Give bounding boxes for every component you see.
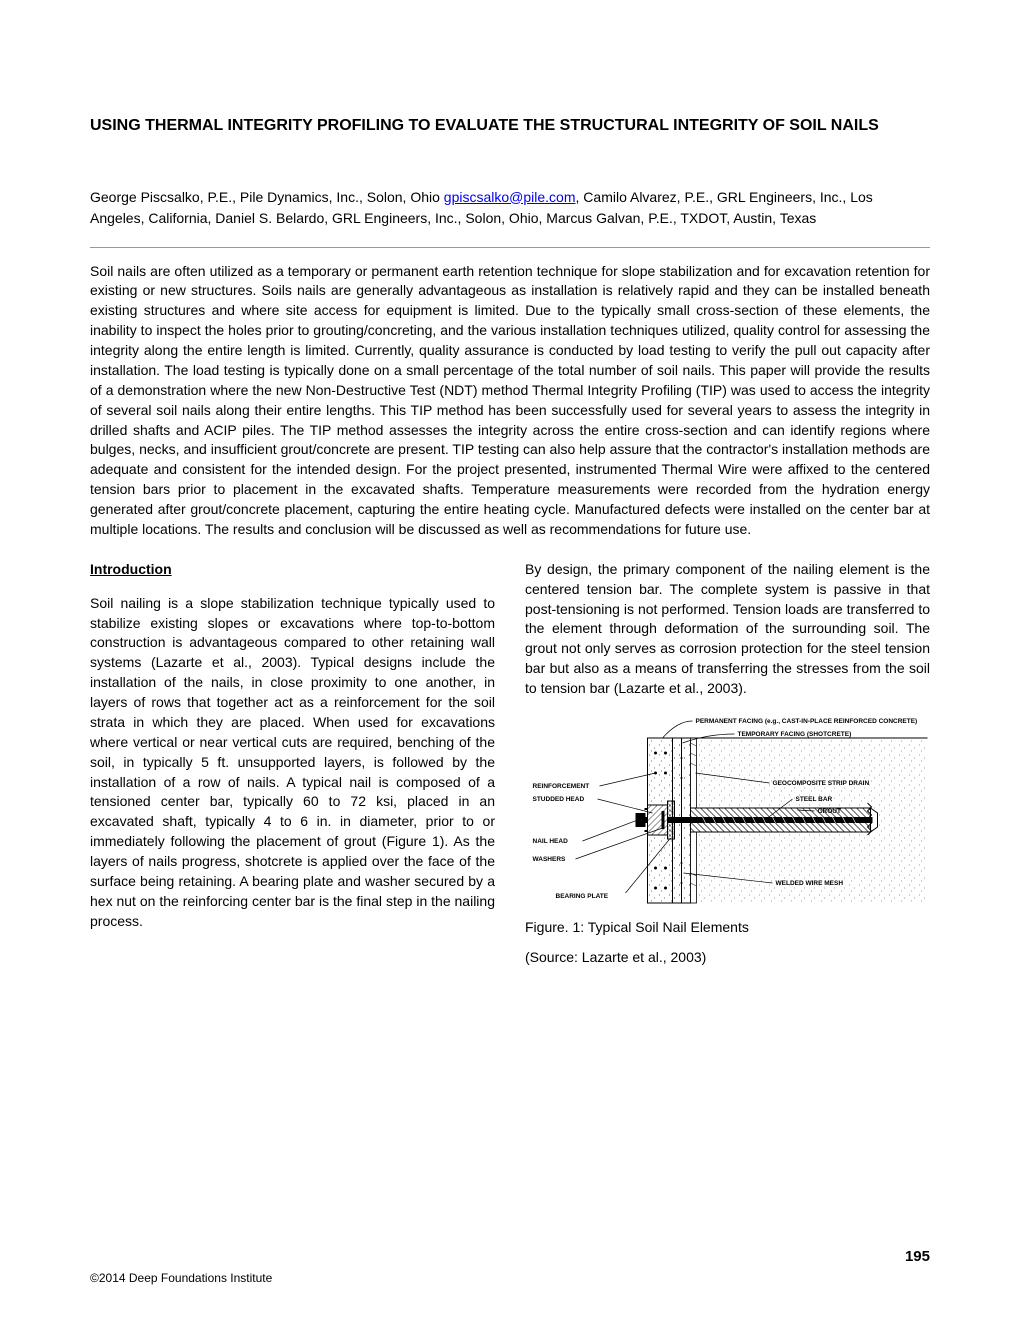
page-title: USING THERMAL INTEGRITY PROFILING TO EVA…: [90, 115, 930, 137]
abstract-text: Soil nails are often utilized as a tempo…: [90, 262, 930, 540]
label-studded-head: STUDDED HEAD: [533, 796, 585, 803]
figure-1-source: (Source: Lazarte et al., 2003): [525, 948, 930, 968]
label-bearing-plate: BEARING PLATE: [556, 893, 609, 900]
page-number: 195: [905, 1248, 930, 1265]
two-column-section: Introduction Soil nailing is a slope sta…: [90, 560, 930, 982]
label-temporary-facing: TEMPORARY FACING (SHOTCRETE): [738, 731, 852, 738]
author-email-link[interactable]: gpiscsalko@pile.com: [444, 189, 576, 205]
label-nail-head: NAIL HEAD: [533, 838, 569, 845]
column-left: Introduction Soil nailing is a slope sta…: [90, 560, 495, 982]
label-washers: WASHERS: [533, 856, 567, 863]
label-grout: GROUT: [818, 808, 842, 815]
authors-block: George Piscsalko, P.E., Pile Dynamics, I…: [90, 187, 930, 229]
figure-1-caption: Figure. 1: Typical Soil Nail Elements: [525, 918, 930, 938]
label-permanent-facing: PERMANENT FACING (e.g., CAST-IN-PLACE RE…: [696, 718, 918, 725]
label-steel-bar: STEEL BAR: [796, 796, 833, 803]
label-welded-wire-mesh: WELDED WIRE MESH: [776, 880, 844, 887]
label-geocomposite: GEOCOMPOSITE STRIP DRAIN: [773, 780, 870, 787]
figure-1: REINFORCEMENT STUDDED HEAD NAIL HEAD WAS…: [525, 713, 930, 968]
label-reinforcement: REINFORCEMENT: [533, 783, 590, 790]
col2-paragraph-1: By design, the primary component of the …: [525, 560, 930, 699]
copyright-text: ©2014 Deep Foundations Institute: [90, 1271, 272, 1285]
authors-pre: George Piscsalko, P.E., Pile Dynamics, I…: [90, 189, 444, 205]
divider: [90, 247, 930, 248]
soil-nail-diagram-svg: REINFORCEMENT STUDDED HEAD NAIL HEAD WAS…: [525, 713, 930, 908]
intro-paragraph-1: Soil nailing is a slope stabilization te…: [90, 594, 495, 932]
intro-heading: Introduction: [90, 560, 495, 580]
column-right: By design, the primary component of the …: [525, 560, 930, 982]
